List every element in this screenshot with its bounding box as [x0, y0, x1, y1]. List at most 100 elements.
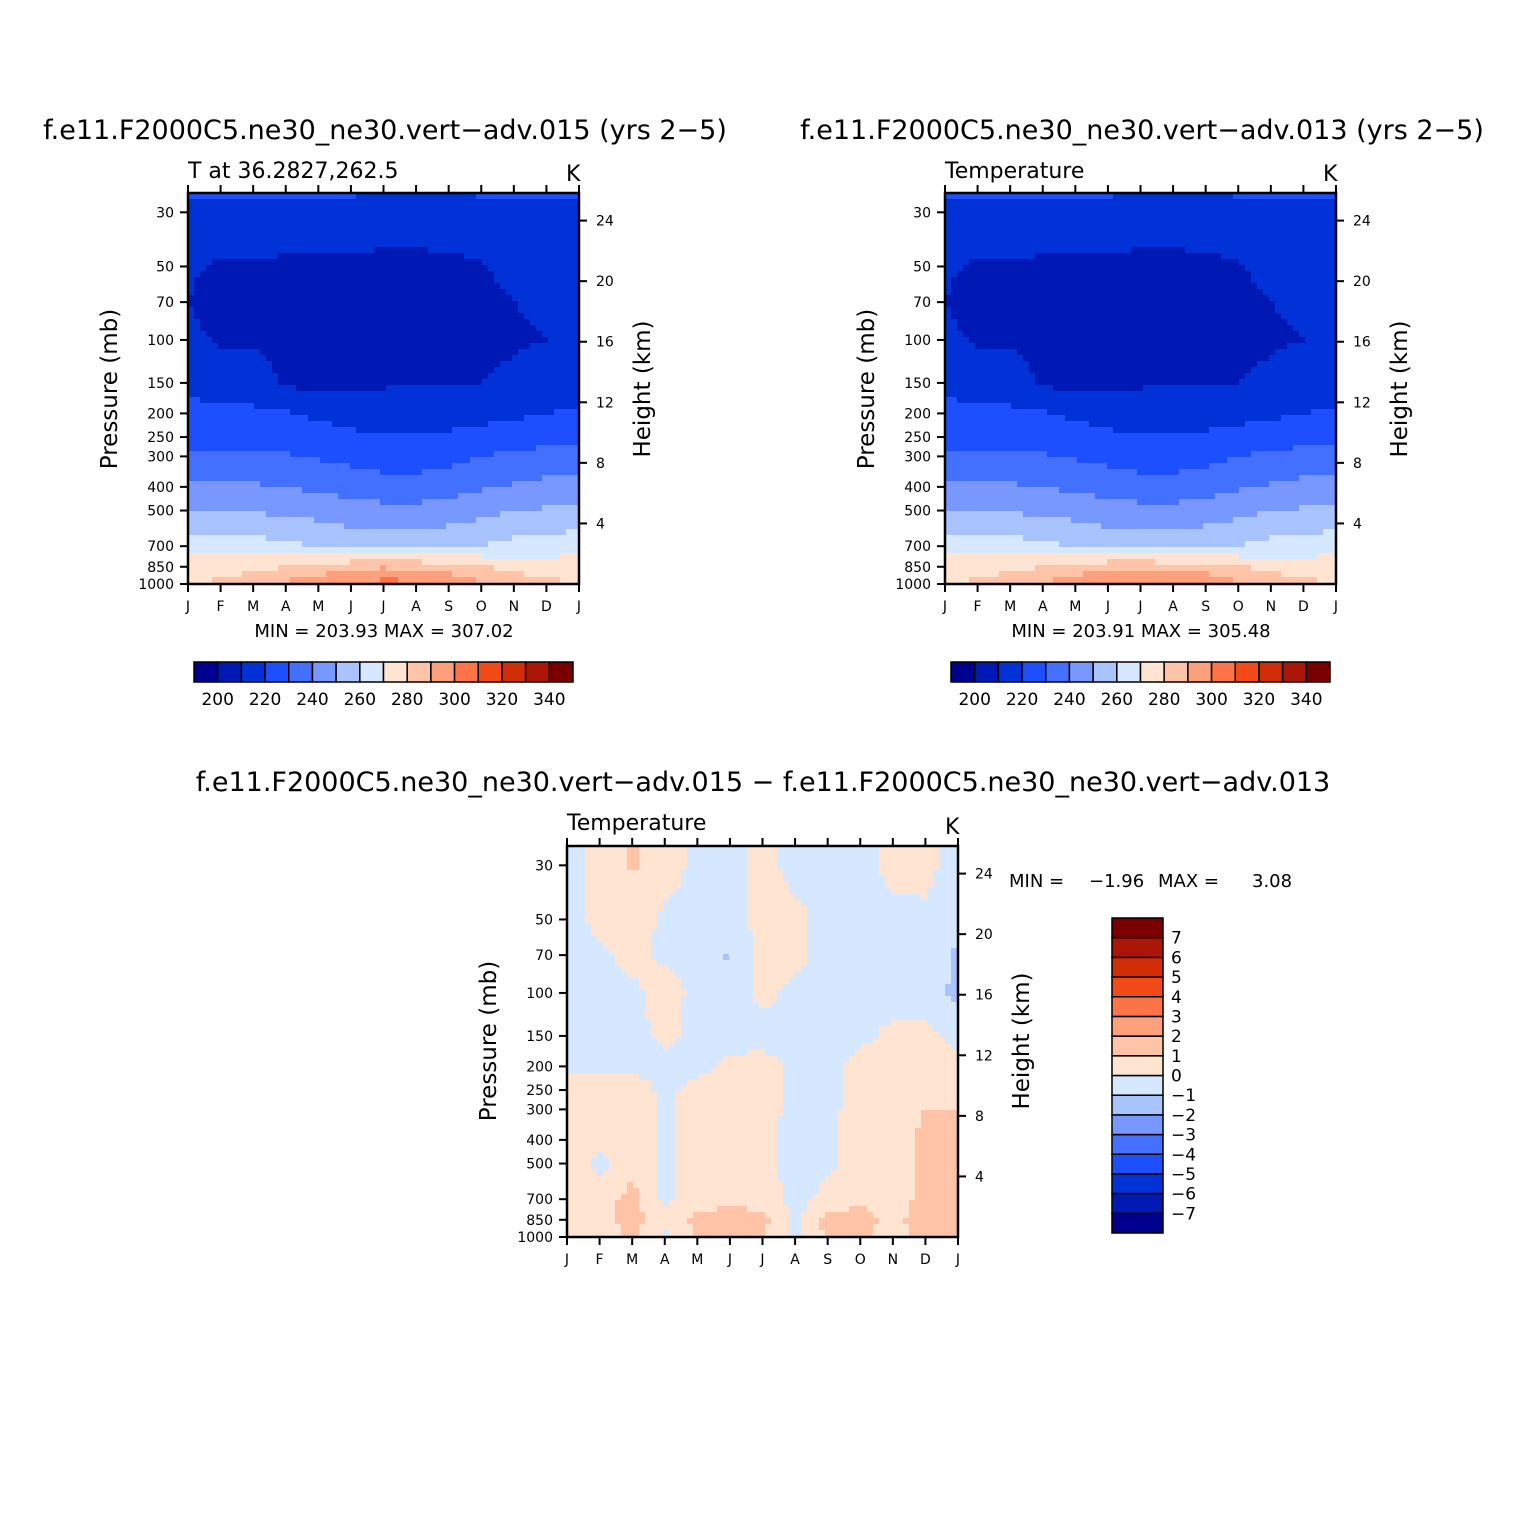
field-cell [560, 517, 567, 524]
field-cell [416, 205, 423, 212]
field-cell [404, 205, 411, 212]
field-cell [524, 415, 531, 422]
field-cell [1221, 217, 1228, 224]
field-cell [536, 319, 543, 326]
field-cell [440, 253, 447, 260]
field-cell [218, 427, 225, 434]
field-cell [278, 475, 285, 482]
field-cell [260, 385, 267, 392]
field-cell [326, 427, 333, 434]
field-cell [512, 367, 519, 374]
field-cell [398, 445, 405, 452]
field-cell [1149, 193, 1156, 200]
field-cell [548, 259, 555, 266]
y-tick-label: 300 [147, 449, 174, 465]
field-cell [524, 277, 531, 284]
field-cell [302, 421, 309, 428]
field-cell [374, 403, 381, 410]
field-cell [404, 241, 411, 248]
field-cell [416, 427, 423, 434]
field-cell [386, 331, 393, 338]
field-cell [248, 253, 255, 260]
field-cell [542, 289, 549, 296]
field-cell [260, 193, 267, 200]
field-cell [548, 223, 555, 230]
field-cell [1119, 229, 1126, 236]
field-cell [224, 481, 231, 488]
field-cell [242, 205, 249, 212]
field-cell [338, 409, 345, 416]
field-cell [362, 469, 369, 476]
field-cell [482, 427, 489, 434]
field-cell [332, 229, 339, 236]
field-cell [536, 337, 543, 344]
field-cell [518, 289, 525, 296]
field-cell [236, 433, 243, 440]
field-cell [476, 529, 483, 536]
field-cell [1251, 193, 1258, 200]
field-cell [542, 283, 549, 290]
field-cell [488, 469, 495, 476]
field-cell [464, 271, 471, 278]
field-cell [566, 271, 573, 278]
field-cell [266, 493, 273, 500]
field-cell [218, 241, 225, 248]
field-cell [554, 211, 561, 218]
field-cell [434, 433, 441, 440]
field-cell [1233, 193, 1240, 200]
field-cell [518, 277, 525, 284]
field-cell [512, 427, 519, 434]
field-cell [428, 499, 435, 506]
field-cell [422, 373, 429, 380]
field-cell [428, 487, 435, 494]
field-cell [512, 193, 519, 200]
field-cell [446, 505, 453, 512]
field-cell [506, 421, 513, 428]
field-cell [572, 481, 579, 488]
field-cell [560, 463, 567, 470]
field-cell [542, 211, 549, 218]
field-cell [236, 211, 243, 218]
field-cell [1053, 193, 1060, 200]
field-cell [542, 253, 549, 260]
field-cell [224, 403, 231, 410]
field-cell [482, 529, 489, 536]
field-cell [266, 373, 273, 380]
field-cell [206, 505, 213, 512]
field-cell [308, 229, 315, 236]
field-cell [488, 433, 495, 440]
field-cell [993, 223, 1000, 230]
field-cell [410, 433, 417, 440]
field-cell [548, 313, 555, 320]
field-cell [446, 355, 453, 362]
field-cell [188, 277, 195, 284]
field-cell [1101, 193, 1108, 200]
field-cell [314, 271, 321, 278]
field-cell [200, 331, 207, 338]
field-cell [320, 331, 327, 338]
field-cell [957, 223, 964, 230]
field-cell [218, 517, 225, 524]
field-cell [524, 505, 531, 512]
field-cell [314, 217, 321, 224]
field-cell [1275, 211, 1282, 218]
field-cell [572, 337, 579, 344]
field-cell [218, 523, 225, 530]
field-cell [416, 319, 423, 326]
field-cell [446, 523, 453, 530]
field-cell [530, 577, 537, 584]
field-cell [512, 475, 519, 482]
field-cell [392, 385, 399, 392]
field-cell [398, 433, 405, 440]
field-cell [404, 421, 411, 428]
field-cell [290, 211, 297, 218]
field-cell [290, 433, 297, 440]
field-cell [566, 283, 573, 290]
field-cell [230, 547, 237, 554]
field-cell [236, 319, 243, 326]
field-cell [314, 229, 321, 236]
field-cell [392, 259, 399, 266]
field-cell [1257, 229, 1264, 236]
field-cell [572, 283, 579, 290]
field-cell [200, 283, 207, 290]
